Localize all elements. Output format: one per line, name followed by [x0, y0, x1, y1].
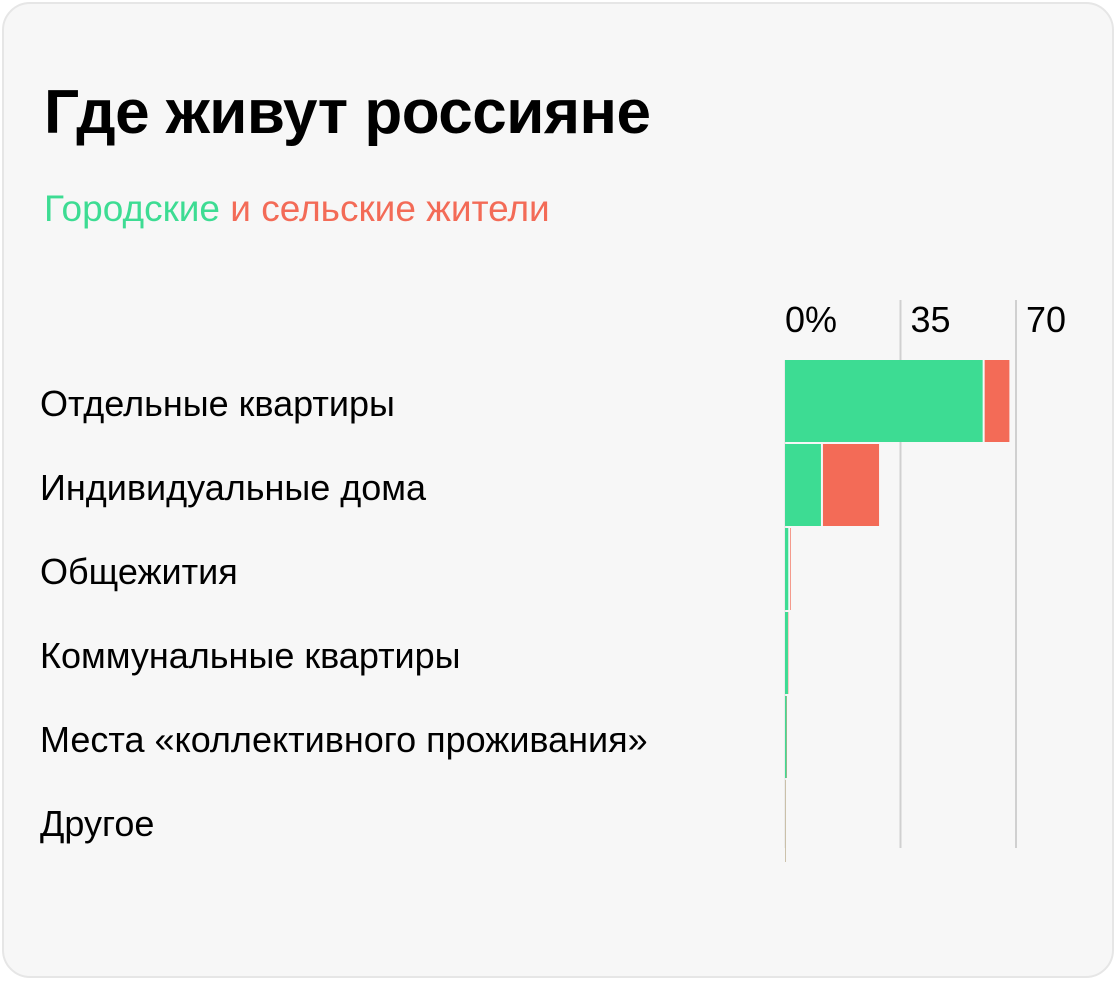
category-label: Коммунальные квартиры	[40, 635, 461, 676]
category-label: Индивидуальные дома	[40, 467, 427, 508]
bar-urban	[785, 696, 787, 778]
chart-title: Где живут россияне	[44, 78, 651, 147]
bar-urban	[785, 444, 821, 526]
category-label: Другое	[40, 803, 154, 844]
legend-urban: Городские	[44, 188, 221, 229]
category-label: Общежития	[40, 551, 238, 592]
category-label: Отдельные квартиры	[40, 383, 395, 424]
bar-rural	[822, 444, 880, 526]
x-tick-label: 70	[1026, 299, 1066, 340]
x-tick-label: 35	[911, 299, 951, 340]
category-label: Места «коллективного проживания»	[40, 719, 648, 760]
bar-urban	[785, 612, 788, 694]
bar-urban	[785, 360, 983, 442]
bar-rural	[984, 360, 1010, 442]
bar-rural	[790, 528, 791, 610]
chart-subtitle: Городские и сельские жители	[44, 190, 550, 227]
legend-rural: и сельские жители	[220, 188, 550, 229]
x-tick-label: 0%	[785, 299, 837, 340]
bar-urban	[785, 528, 789, 610]
